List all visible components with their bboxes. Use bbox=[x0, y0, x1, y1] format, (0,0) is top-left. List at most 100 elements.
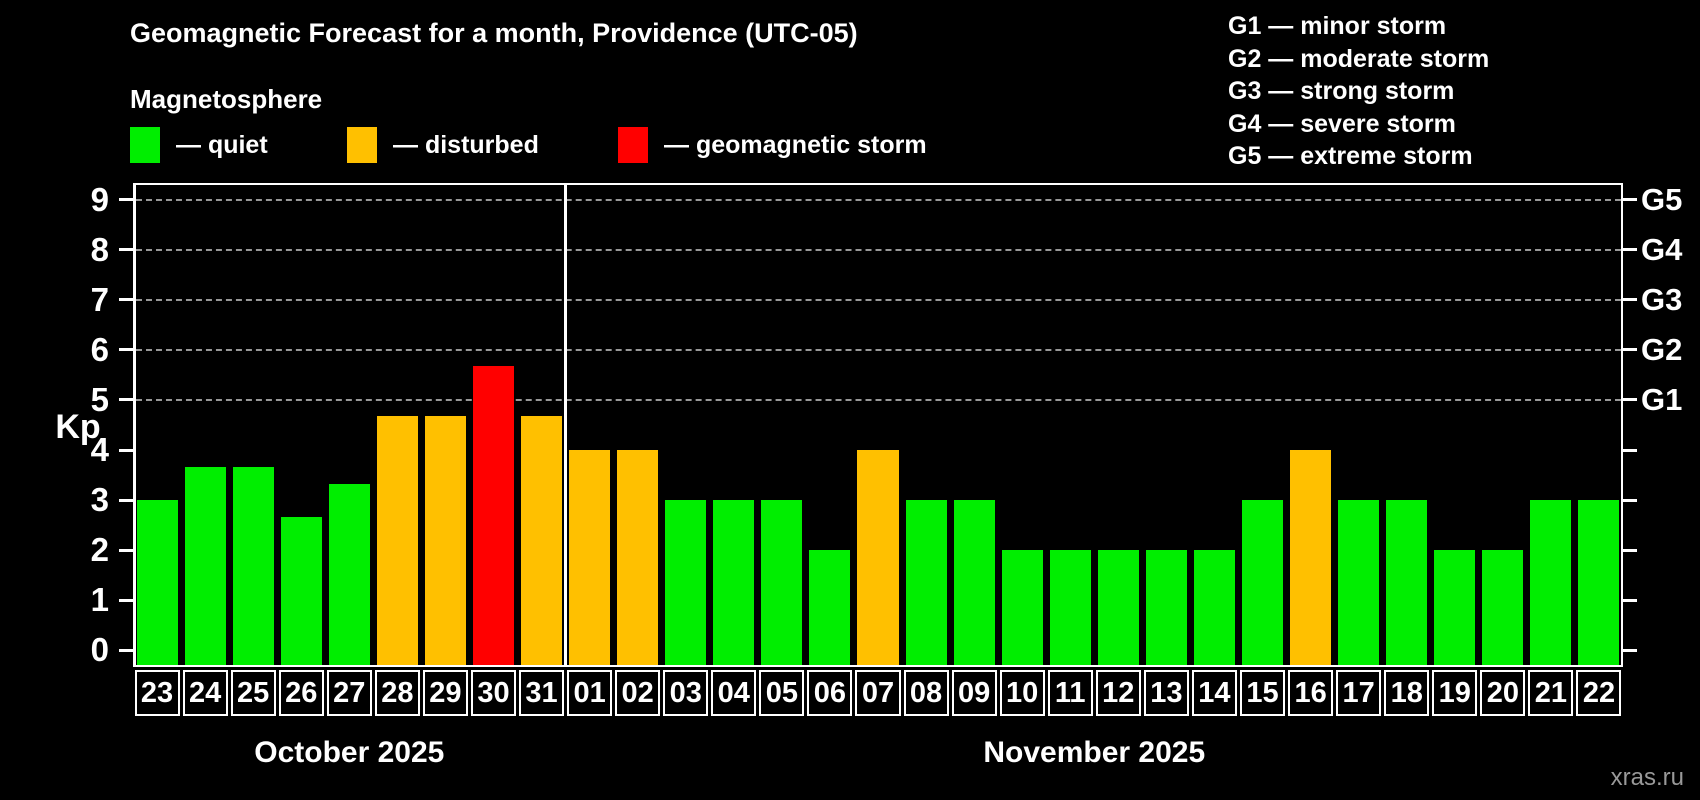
day-box-november-14: 14 bbox=[1191, 670, 1237, 716]
legend-item-storm: — geomagnetic storm bbox=[618, 126, 927, 164]
storm-swatch-icon bbox=[618, 127, 648, 163]
day-box-october-24: 24 bbox=[182, 670, 228, 716]
g-tick-label-g2: G2 bbox=[1641, 331, 1683, 367]
bar-november-20 bbox=[1482, 550, 1524, 665]
gridline-kp7 bbox=[136, 298, 1621, 301]
day-box-november-09: 09 bbox=[951, 670, 997, 716]
bar-november-04 bbox=[713, 500, 755, 665]
bar-november-02 bbox=[617, 450, 659, 665]
legend-label-disturbed: — disturbed bbox=[393, 130, 539, 159]
bar-november-17 bbox=[1338, 500, 1380, 665]
page-title: Geomagnetic Forecast for a month, Provid… bbox=[130, 18, 858, 48]
legend-item-quiet: — quiet bbox=[130, 126, 268, 164]
kp-tick-left-5 bbox=[119, 398, 133, 402]
bar-october-24 bbox=[184, 466, 226, 665]
kp-tick-left-7 bbox=[119, 298, 133, 302]
day-box-october-27: 27 bbox=[326, 670, 372, 716]
legend-item-disturbed: — disturbed bbox=[347, 126, 539, 164]
bar-november-03 bbox=[665, 500, 707, 665]
storm-scale-line-g3: G3 — strong storm bbox=[1228, 77, 1455, 105]
kp-tick-label-6: 6 bbox=[90, 330, 109, 368]
kp-tick-right-8 bbox=[1623, 248, 1637, 252]
kp-tick-right-1 bbox=[1623, 598, 1637, 602]
storm-scale-line-g1: G1 — minor storm bbox=[1228, 12, 1447, 40]
g-tick-label-g1: G1 bbox=[1641, 381, 1683, 417]
kp-tick-right-3 bbox=[1623, 498, 1637, 502]
bar-october-31 bbox=[521, 416, 563, 665]
quiet-swatch-icon bbox=[130, 127, 160, 163]
day-box-november-02: 02 bbox=[615, 670, 661, 716]
bar-november-16 bbox=[1290, 450, 1332, 665]
kp-tick-left-1 bbox=[119, 598, 133, 602]
day-box-november-01: 01 bbox=[567, 670, 613, 716]
disturbed-swatch-icon bbox=[347, 127, 377, 163]
kp-tick-right-7 bbox=[1623, 298, 1637, 302]
day-box-november-03: 03 bbox=[663, 670, 709, 716]
bar-november-09 bbox=[953, 500, 995, 665]
magnetosphere-subtitle: Magnetosphere bbox=[130, 84, 323, 114]
bar-october-27 bbox=[328, 483, 370, 665]
kp-tick-label-1: 1 bbox=[90, 581, 109, 619]
kp-tick-left-4 bbox=[119, 448, 133, 452]
bar-october-30 bbox=[472, 366, 514, 665]
kp-tick-left-6 bbox=[119, 348, 133, 352]
day-box-november-12: 12 bbox=[1095, 670, 1141, 716]
day-box-november-05: 05 bbox=[759, 670, 805, 716]
kp-tick-label-0: 0 bbox=[90, 631, 109, 669]
kp-tick-right-5 bbox=[1623, 398, 1637, 402]
bar-october-25 bbox=[232, 466, 274, 665]
bar-october-29 bbox=[424, 416, 466, 665]
bar-november-06 bbox=[809, 550, 851, 665]
day-box-november-13: 13 bbox=[1143, 670, 1189, 716]
kp-tick-label-9: 9 bbox=[90, 180, 109, 218]
kp-tick-label-7: 7 bbox=[90, 280, 109, 318]
bar-october-28 bbox=[376, 416, 418, 665]
bar-october-26 bbox=[280, 516, 322, 665]
g-tick-label-g3: G3 bbox=[1641, 281, 1683, 317]
bar-november-18 bbox=[1386, 500, 1428, 665]
day-box-november-11: 11 bbox=[1047, 670, 1093, 716]
gridline-kp6 bbox=[136, 348, 1621, 351]
day-box-november-04: 04 bbox=[711, 670, 757, 716]
day-box-november-17: 17 bbox=[1336, 670, 1382, 716]
bar-november-01 bbox=[569, 450, 611, 665]
kp-tick-label-4: 4 bbox=[90, 431, 109, 469]
day-box-november-19: 19 bbox=[1432, 670, 1478, 716]
day-box-november-20: 20 bbox=[1480, 670, 1526, 716]
kp-tick-right-4 bbox=[1623, 448, 1637, 452]
bar-november-07 bbox=[857, 450, 899, 665]
g-tick-label-g4: G4 bbox=[1641, 231, 1683, 267]
g-tick-label-g5: G5 bbox=[1641, 181, 1683, 217]
day-box-november-07: 07 bbox=[855, 670, 901, 716]
gridline-kp8 bbox=[136, 248, 1621, 251]
kp-tick-left-9 bbox=[119, 198, 133, 202]
storm-scale-line-g2: G2 — moderate storm bbox=[1228, 44, 1490, 73]
day-box-october-30: 30 bbox=[470, 670, 516, 716]
storm-scale-line-g4: G4 — severe storm bbox=[1228, 109, 1456, 138]
day-box-november-08: 08 bbox=[903, 670, 949, 716]
bar-november-13 bbox=[1145, 550, 1187, 665]
kp-tick-label-8: 8 bbox=[90, 230, 109, 268]
legend-label-storm: — geomagnetic storm bbox=[664, 130, 927, 159]
kp-tick-right-9 bbox=[1623, 198, 1637, 202]
day-box-october-26: 26 bbox=[278, 670, 324, 716]
day-box-october-29: 29 bbox=[422, 670, 468, 716]
watermark-xras: xras.ru bbox=[1610, 764, 1684, 791]
day-box-october-31: 31 bbox=[519, 670, 565, 716]
bar-november-15 bbox=[1241, 500, 1284, 665]
bar-november-19 bbox=[1434, 550, 1476, 665]
day-box-november-16: 16 bbox=[1288, 670, 1334, 716]
bar-november-22 bbox=[1578, 500, 1620, 665]
month-separator-line bbox=[564, 183, 568, 667]
kp-tick-label-3: 3 bbox=[90, 481, 109, 519]
day-box-november-18: 18 bbox=[1384, 670, 1430, 716]
kp-tick-label-5: 5 bbox=[90, 380, 109, 418]
bar-october-23 bbox=[136, 500, 178, 665]
kp-tick-left-8 bbox=[119, 248, 133, 252]
day-box-november-21: 21 bbox=[1528, 670, 1574, 716]
kp-tick-left-3 bbox=[119, 498, 133, 502]
kp-tick-right-6 bbox=[1623, 348, 1637, 352]
bar-november-05 bbox=[761, 500, 803, 665]
storm-scale-line-g5: G5 — extreme storm bbox=[1228, 142, 1473, 170]
